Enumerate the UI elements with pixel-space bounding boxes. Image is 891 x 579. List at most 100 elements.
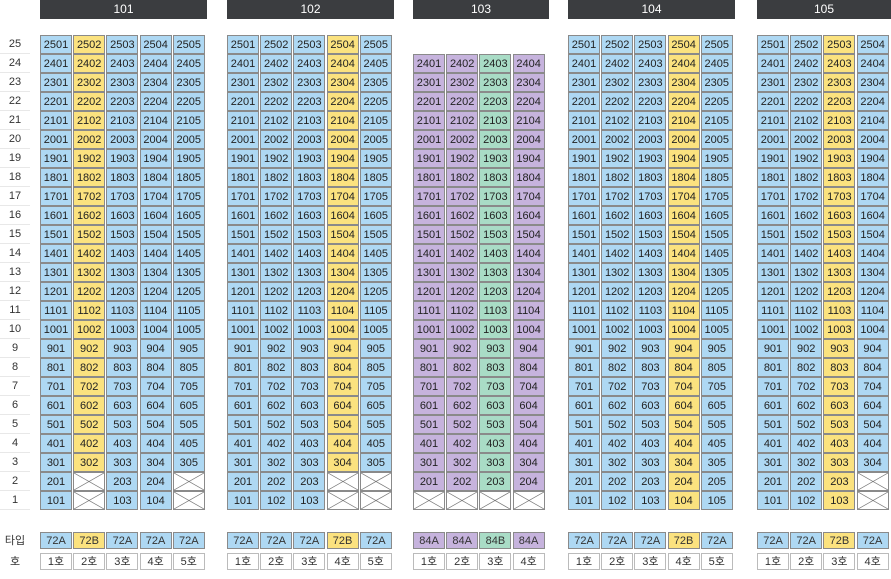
unit-cell: 501 [413,415,445,434]
unit-cell: 501 [757,415,789,434]
unit-cell: 1103 [293,301,326,320]
unit-cell: 1004 [139,320,172,339]
unit-cell: 1502 [260,225,293,244]
unit-cell: 604 [667,396,700,415]
unit-cell: 1102 [790,301,823,320]
unit-cell: 704 [139,377,172,396]
unit-cell: 1203 [479,282,512,301]
unit-cell: 302 [790,453,823,472]
floor-label: 7 [0,377,30,396]
unit-cell: 301 [40,453,72,472]
unit-cell: 2301 [40,73,72,92]
floor-number-column: 25 24 23 22 21 20 19 18 17 16 15 14 13 12 11 10 9 8 7 6 5 4 3 2… [0,35,30,510]
unit-cell: 1804 [856,168,889,187]
unit-cell: 2005 [700,130,733,149]
unit-cell: 203 [479,472,512,491]
unit-cell: 2204 [512,92,545,111]
unit-cell: 1204 [667,282,700,301]
unit-cell: 1202 [601,282,634,301]
unit-cell: 1602 [446,206,479,225]
unit-cell: 2401 [227,54,259,73]
unit-cell: 902 [260,339,293,358]
unit-cell: 2003 [634,130,667,149]
unit-cell: 105 [700,491,733,510]
unit-cell: 1303 [106,263,139,282]
unit-cell: 401 [227,434,259,453]
unit-cell: 1102 [73,301,106,320]
unit-cell: 305 [172,453,205,472]
unit-cell: 2401 [413,54,445,73]
unit-cell: 503 [293,415,326,434]
unit-cell: 1601 [568,206,600,225]
unit-cell: 1402 [601,244,634,263]
building-103: 103 2401 2402 2403 2404 2301 2302 2303 2304 2201 2… [413,0,549,570]
cross-icon [447,492,478,509]
unit-cell: 2303 [479,73,512,92]
unit-cell: 205 [700,472,733,491]
unit-cell: 1404 [667,244,700,263]
unit-cell: 1601 [227,206,259,225]
unit-cell: 805 [359,358,392,377]
unit-type-cell: 72A [260,532,293,549]
unit-cell: 1204 [512,282,545,301]
unit-type-cell: 72A [790,532,823,549]
unit-cell: 1705 [700,187,733,206]
floor-label: 15 [0,225,30,244]
unit-type-cell: 72A [139,532,172,549]
unit-cell: 303 [106,453,139,472]
unit-cell: 101 [227,491,259,510]
unit-cell: 801 [413,358,445,377]
empty-unit-cell [856,491,889,510]
unit-cell: 603 [634,396,667,415]
floor-label: 23 [0,73,30,92]
unit-cell: 1102 [260,301,293,320]
unit-cell: 1205 [172,282,205,301]
unit-cell: 1602 [73,206,106,225]
unit-cell: 1802 [260,168,293,187]
unit-cell: 305 [359,453,392,472]
unit-cell: 1002 [73,320,106,339]
cross-icon [414,492,444,509]
unit-cell: 1405 [172,244,205,263]
unit-cell: 1403 [293,244,326,263]
unit-type-cell: 72A [757,532,789,549]
unit-cell: 1901 [227,149,259,168]
unit-cell: 1505 [172,225,205,244]
unit-cell: 802 [73,358,106,377]
unit-cell: 304 [856,453,889,472]
unit-cell: 903 [293,339,326,358]
unit-cell: 903 [479,339,512,358]
unit-cell: 1502 [790,225,823,244]
cross-icon [327,473,358,490]
unit-cell: 2203 [479,92,512,111]
unit-cell: 2104 [139,111,172,130]
unit-cell: 2102 [601,111,634,130]
unit-cell: 1305 [359,263,392,282]
unit-cell: 1603 [823,206,856,225]
unit-cell: 1101 [413,301,445,320]
unit-line-cell: 4호 [512,553,545,570]
unit-cell: 1505 [700,225,733,244]
unit-cell: 2004 [139,130,172,149]
empty-unit-cell [446,491,479,510]
building-102: 102 2501 2502 2503 2504 2505 2401 2402 2403 2404 2… [227,0,394,570]
unit-cell: 1701 [568,187,600,206]
floor-label: 9 [0,339,30,358]
unit-cell: 1503 [106,225,139,244]
unit-cell: 1704 [326,187,359,206]
unit-cell: 1502 [73,225,106,244]
unit-type-cell: 72B [73,532,106,549]
unit-cell: 2203 [634,92,667,111]
unit-cell: 1302 [73,263,106,282]
unit-cell: 301 [227,453,259,472]
unit-cell: 505 [359,415,392,434]
unit-cell: 703 [479,377,512,396]
unit-cell: 1101 [568,301,600,320]
unit-cell: 501 [40,415,72,434]
unit-cell: 501 [227,415,259,434]
unit-cell: 2202 [260,92,293,111]
unit-type-cell: 72A [172,532,205,549]
unit-cell: 502 [446,415,479,434]
unit-cell: 803 [479,358,512,377]
unit-cell: 1003 [634,320,667,339]
